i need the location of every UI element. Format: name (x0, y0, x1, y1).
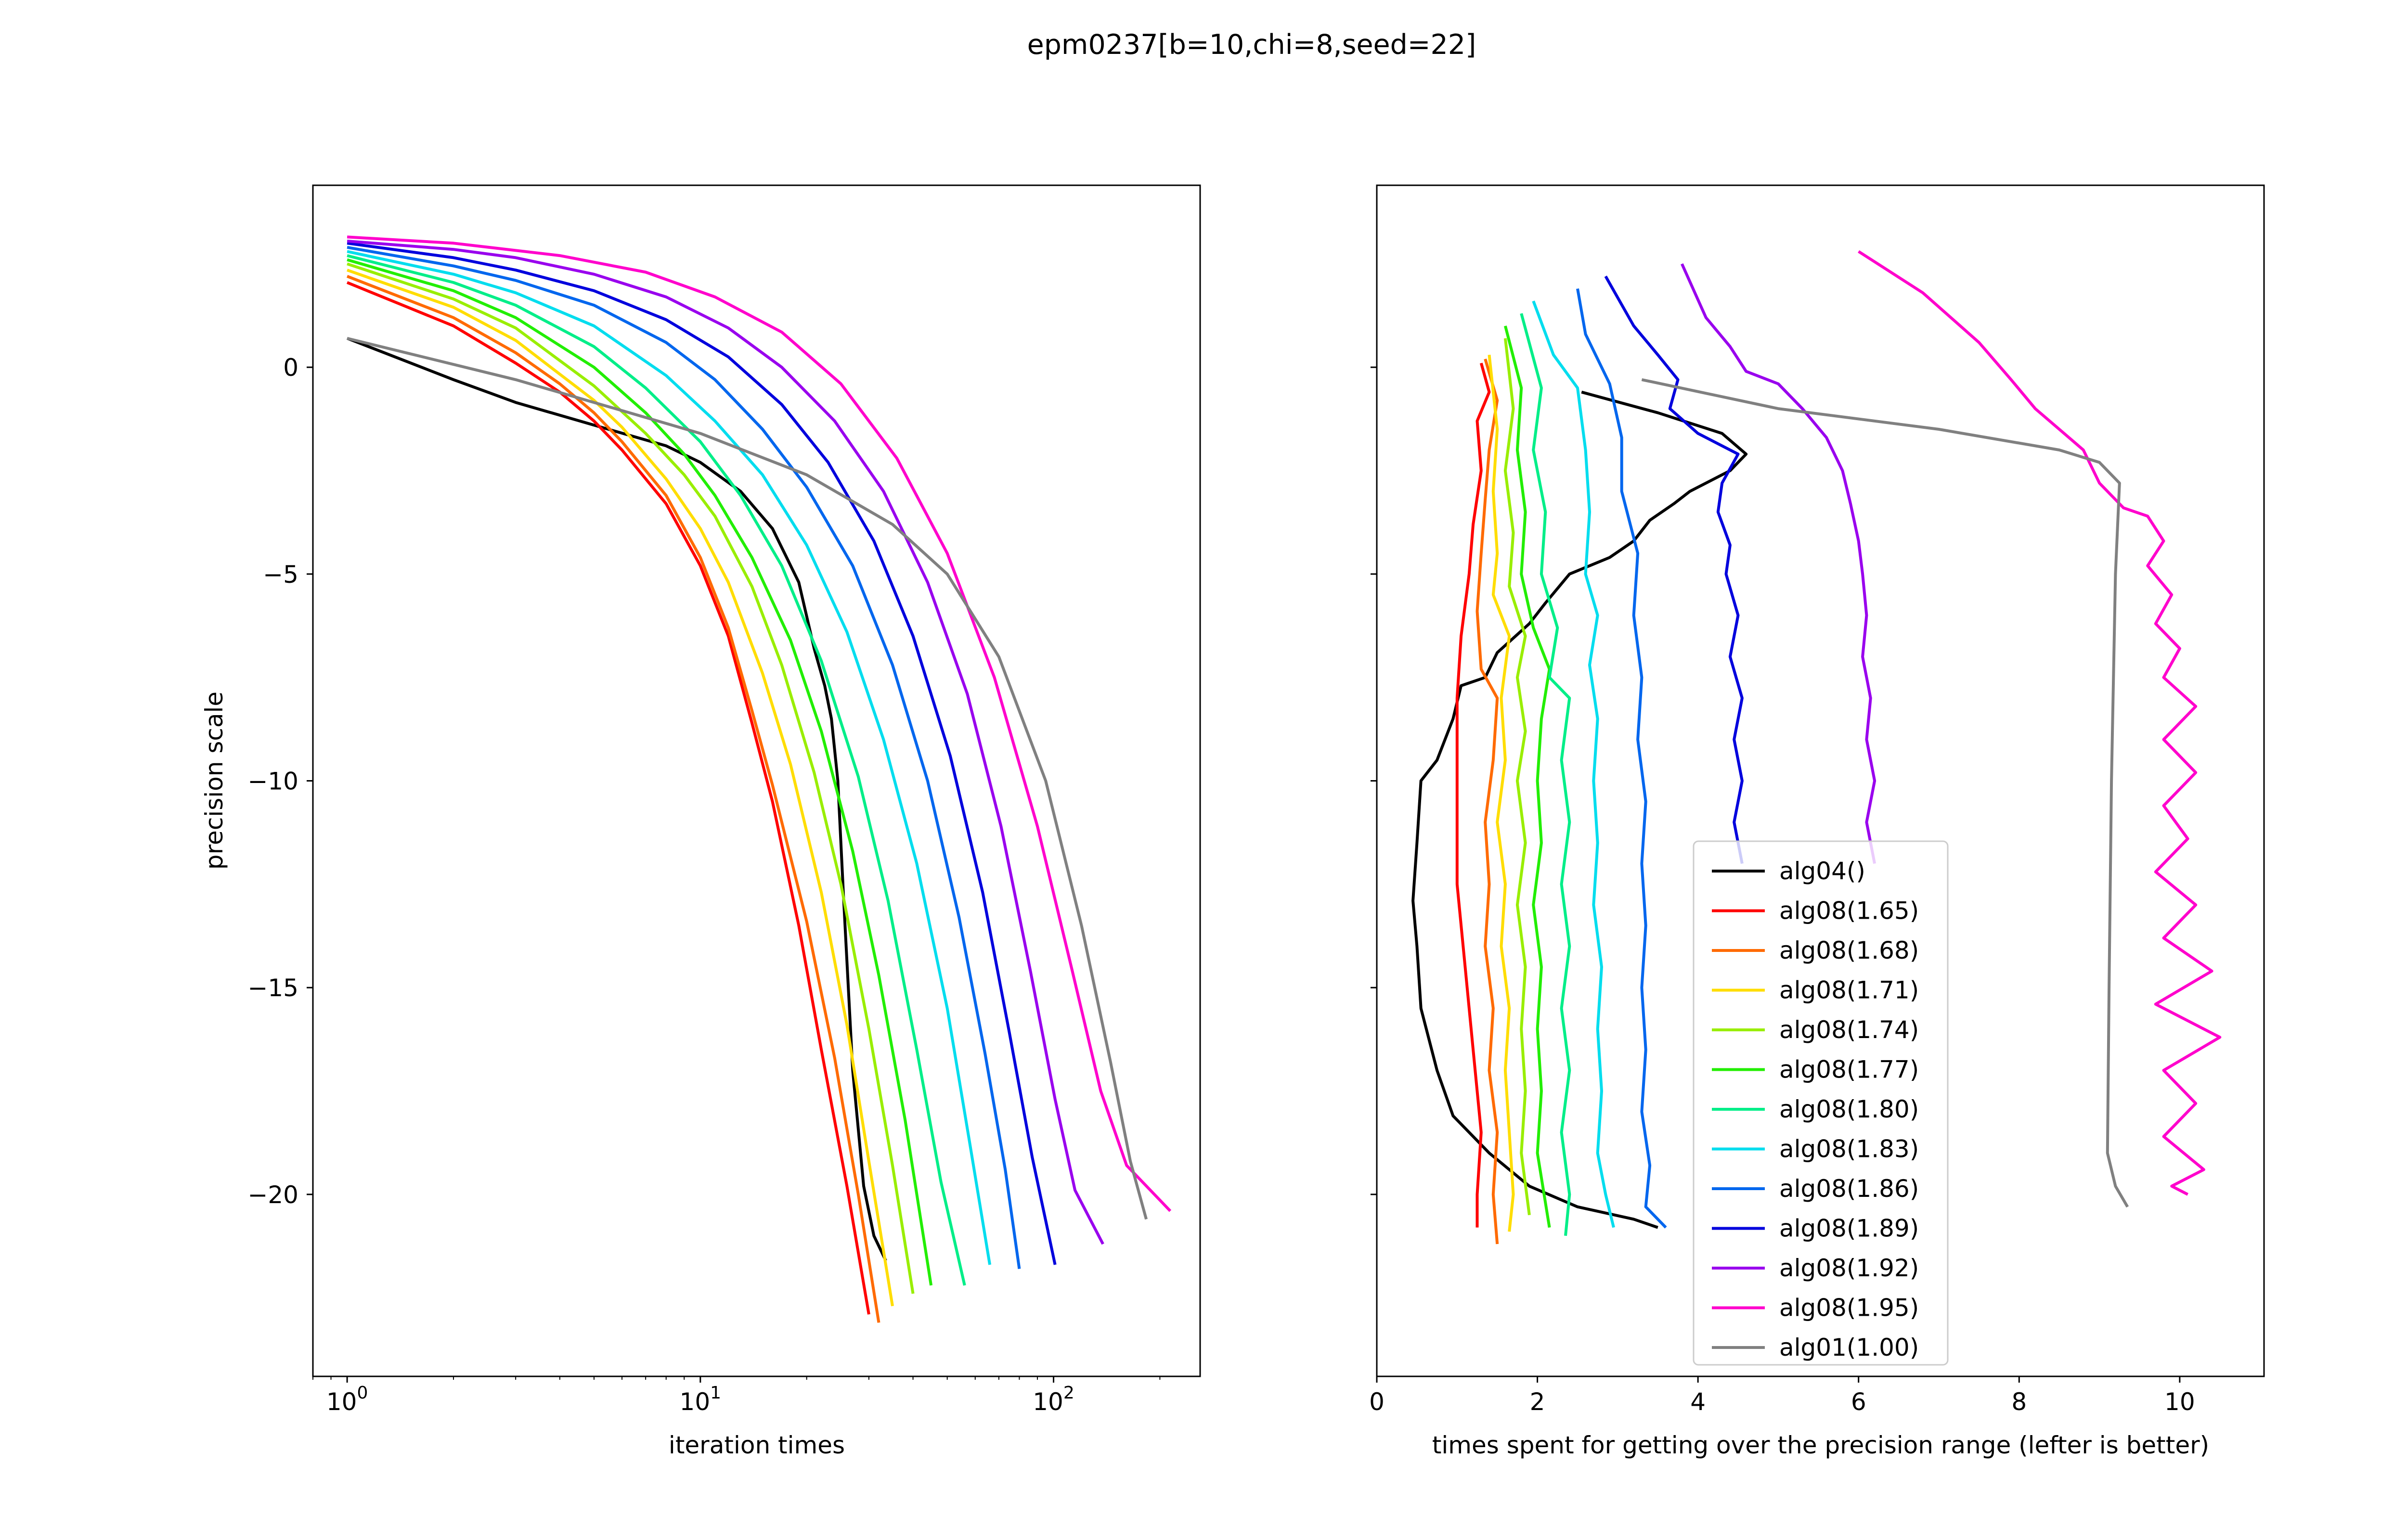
legend-label-alg04: alg04() (1779, 857, 1865, 885)
left-y-tick-label: −10 (247, 768, 298, 796)
right-series-line-alg08-1-95 (1858, 250, 2222, 1196)
right-series-line-alg08-1-80 (1520, 313, 1571, 1236)
right-series-line-alg08-1-65 (1455, 362, 1491, 1228)
legend-entries: alg04() alg08(1.65) alg08(1.68) alg08(1.71)… (1712, 857, 1919, 1361)
legend-label-alg08-1-77: alg08(1.77) (1779, 1056, 1919, 1084)
right-series-line-alg08-1-68 (1475, 359, 1499, 1245)
legend-label-alg08-1-92: alg08(1.92) (1779, 1254, 1919, 1282)
legend-label-alg08-1-89: alg08(1.89) (1779, 1215, 1919, 1243)
right-x-axis-label: times spent for getting over the precisi… (1432, 1431, 2209, 1459)
left-x-axis-label: iteration times (669, 1431, 845, 1459)
legend-label-alg08-1-71: alg08(1.71) (1779, 976, 1919, 1004)
left-ticks: 0 −5 −10 −15 −20 100 101 102 (247, 354, 1161, 1416)
legend-label-alg08-1-65: alg08(1.65) (1779, 897, 1919, 925)
left-series-line-alg08-1-95 (347, 235, 1172, 1212)
right-ticks: 0 2 4 6 8 10 (1369, 366, 2195, 1416)
left-series-line-alg08-1-65 (346, 281, 870, 1315)
right-series-line-alg08-1-71 (1488, 354, 1515, 1232)
right-series-line-alg08-1-74 (1503, 338, 1531, 1216)
left-series-line-alg08-1-92 (347, 240, 1104, 1245)
left-series-line-alg08-1-86 (347, 245, 1021, 1270)
right-x-tick-label: 8 (2011, 1388, 2027, 1416)
left-series-line-alg08-1-68 (347, 275, 880, 1323)
legend-label-alg08-1-95: alg08(1.95) (1779, 1294, 1919, 1322)
right-series-line-alg08-1-86 (1576, 288, 1667, 1229)
left-y-axis-label: precision scale (200, 692, 228, 870)
left-y-tick-label: −5 (263, 561, 298, 589)
left-series-line-alg08-1-80 (347, 254, 966, 1286)
right-x-tick-label: 0 (1369, 1388, 1385, 1416)
right-x-tick-label: 10 (2164, 1388, 2195, 1416)
left-series-line-alg08-1-77 (347, 258, 933, 1286)
right-panel: 0 2 4 6 8 10 times spent for getting over the… (1369, 184, 2265, 1459)
right-x-tick-label: 2 (1530, 1388, 1545, 1416)
left-series-line-alg08-1-83 (347, 250, 992, 1265)
legend-label-alg08-1-74: alg08(1.74) (1779, 1016, 1919, 1044)
left-y-tick-label: −20 (247, 1181, 298, 1209)
left-panel: 0 −5 −10 −15 −20 100 101 102 iteration times pr… (200, 184, 1201, 1459)
right-series-line-alg08-1-83 (1532, 300, 1615, 1228)
left-series-line-alg08-1-89 (347, 242, 1057, 1265)
left-x-tick-label: 100 (326, 1383, 368, 1416)
left-series-line-alg04 (347, 337, 887, 1261)
right-series-line-alg08-1-92 (1681, 263, 1876, 864)
left-x-tick-label: 101 (680, 1383, 722, 1416)
left-series-line-alg08-1-74 (347, 262, 915, 1294)
left-series-line-alg08-1-71 (347, 269, 894, 1307)
legend-label-alg08-1-80: alg08(1.80) (1779, 1095, 1919, 1123)
left-x-tick-label: 102 (1033, 1383, 1074, 1416)
right-series-line-alg01-1-00 (1641, 378, 2129, 1208)
legend-label-alg08-1-83: alg08(1.83) (1779, 1135, 1919, 1163)
left-lines (346, 235, 1172, 1323)
right-series-line-alg08-1-89 (1604, 275, 1744, 864)
legend-label-alg01-1-00: alg01(1.00) (1779, 1334, 1919, 1361)
left-series-line-alg01-1-00 (347, 337, 1148, 1220)
left-y-tick-label: 0 (283, 354, 298, 382)
right-lines (1411, 250, 2222, 1245)
right-series-line-alg08-1-77 (1503, 325, 1551, 1228)
left-y-tick-label: −15 (247, 974, 298, 1002)
right-x-tick-label: 6 (1851, 1388, 1866, 1416)
legend-label-alg08-1-68: alg08(1.68) (1779, 937, 1919, 964)
legend-label-alg08-1-86: alg08(1.86) (1779, 1175, 1919, 1203)
legend: alg04() alg08(1.65) alg08(1.68) alg08(1.71)… (1693, 840, 1949, 1366)
figure-title: epm0237[b=10,chi=8,seed=22] (1027, 29, 1476, 61)
legend-box (1693, 840, 1949, 1366)
right-x-tick-label: 4 (1690, 1388, 1706, 1416)
